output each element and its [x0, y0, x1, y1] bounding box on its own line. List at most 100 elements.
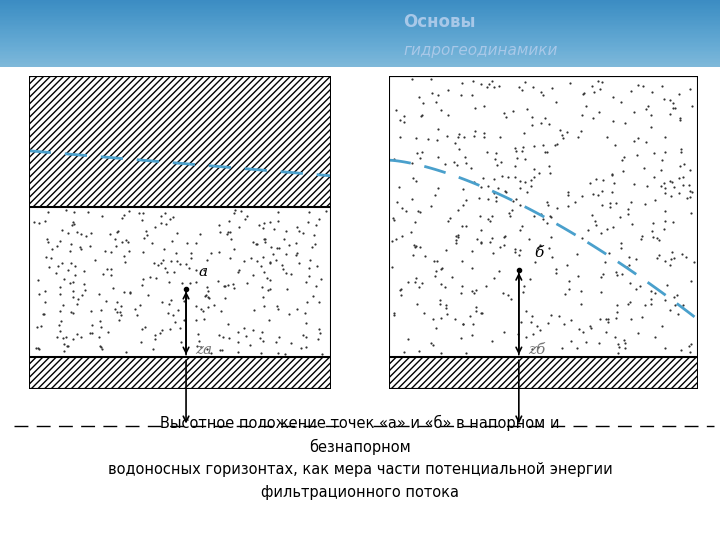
Point — [551, 139, 562, 148]
Point — [33, 219, 45, 228]
Point — [168, 310, 179, 319]
Point — [156, 298, 168, 307]
Point — [653, 236, 665, 245]
Point — [537, 214, 549, 223]
Point — [68, 208, 80, 217]
Point — [640, 138, 652, 146]
Point — [492, 184, 503, 193]
Point — [65, 247, 76, 255]
Point — [456, 221, 468, 230]
Point — [137, 274, 148, 283]
Point — [442, 85, 454, 94]
Point — [240, 332, 252, 341]
Point — [552, 204, 563, 212]
Point — [631, 150, 643, 159]
Point — [646, 227, 657, 235]
Point — [285, 270, 297, 279]
Point — [179, 316, 190, 325]
Point — [532, 244, 544, 253]
Point — [481, 148, 492, 157]
Point — [619, 343, 631, 352]
Point — [511, 154, 523, 163]
Point — [600, 314, 612, 323]
Point — [453, 144, 464, 153]
Point — [460, 348, 472, 357]
Point — [222, 228, 234, 237]
Point — [519, 178, 531, 187]
Point — [104, 230, 115, 238]
Point — [300, 278, 312, 286]
Point — [521, 188, 532, 197]
Point — [606, 170, 618, 178]
Point — [163, 300, 175, 308]
Point — [451, 239, 462, 247]
Point — [194, 230, 206, 238]
Point — [314, 298, 325, 306]
Point — [124, 288, 135, 297]
Point — [40, 298, 51, 306]
Point — [416, 111, 428, 119]
Point — [425, 339, 436, 348]
Point — [272, 305, 284, 313]
Point — [204, 293, 215, 302]
Point — [192, 329, 203, 338]
Point — [61, 342, 73, 351]
Point — [618, 167, 629, 176]
Point — [110, 242, 122, 251]
Point — [577, 90, 589, 99]
Point — [456, 289, 467, 298]
Point — [247, 271, 258, 279]
Point — [176, 338, 187, 347]
Point — [136, 216, 148, 225]
Point — [255, 348, 266, 357]
Point — [469, 288, 480, 297]
Point — [386, 263, 397, 272]
Bar — [29, 76, 331, 207]
Point — [160, 264, 171, 272]
Point — [603, 248, 615, 257]
Point — [273, 348, 284, 357]
Point — [486, 336, 498, 345]
Point — [308, 231, 320, 240]
Point — [517, 288, 528, 296]
Point — [528, 212, 540, 220]
Point — [433, 184, 444, 193]
Point — [181, 239, 193, 247]
Point — [647, 219, 658, 227]
Point — [624, 298, 635, 306]
Point — [65, 308, 76, 316]
Point — [39, 287, 50, 295]
Point — [500, 187, 511, 195]
Point — [676, 249, 688, 258]
Point — [468, 177, 480, 186]
Point — [467, 77, 479, 86]
Point — [495, 243, 506, 252]
Point — [474, 225, 486, 234]
Point — [238, 256, 250, 265]
Point — [280, 249, 292, 258]
Point — [597, 186, 608, 195]
Text: Высотное положение точек «а» и «б» в напорном и
безнапорном
водоносных горизонта: Высотное положение точек «а» и «б» в нап… — [107, 415, 613, 500]
Point — [505, 212, 516, 220]
Point — [467, 287, 478, 295]
Point — [544, 212, 556, 221]
Point — [395, 116, 406, 124]
Point — [67, 309, 78, 318]
Point — [54, 327, 66, 335]
Point — [623, 300, 634, 308]
Point — [387, 237, 398, 246]
Point — [660, 343, 671, 352]
Point — [667, 104, 679, 112]
Point — [114, 307, 125, 316]
Point — [655, 166, 667, 174]
Point — [673, 173, 685, 182]
Point — [139, 322, 150, 331]
Point — [271, 244, 282, 253]
Point — [595, 85, 606, 93]
Point — [489, 83, 500, 91]
Point — [414, 243, 426, 252]
Point — [410, 242, 422, 251]
Point — [38, 310, 50, 319]
Point — [169, 318, 181, 326]
Point — [266, 243, 277, 252]
